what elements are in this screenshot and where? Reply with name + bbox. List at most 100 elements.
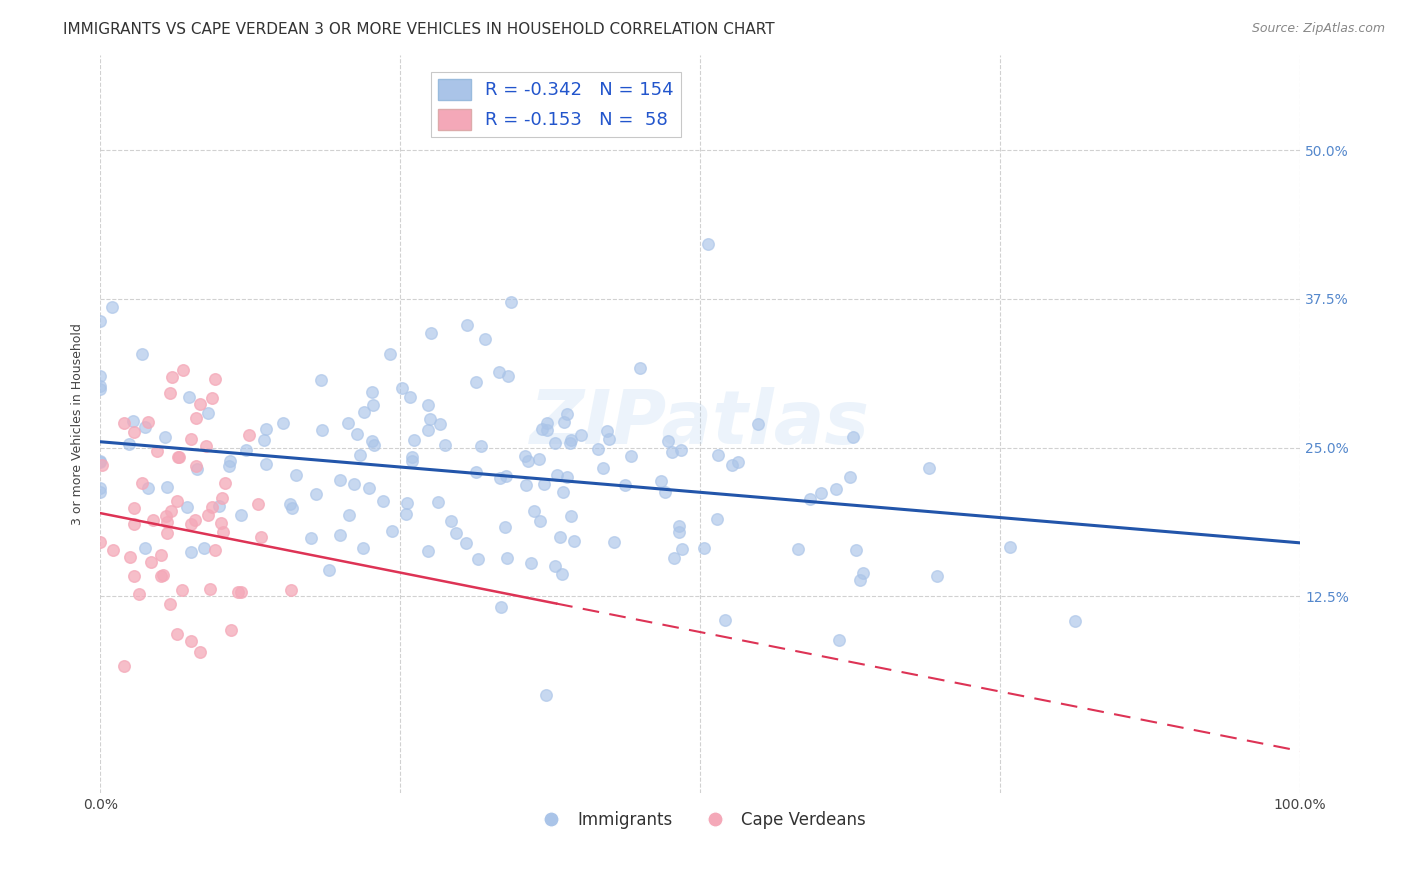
Point [197, 508, 219, 522]
Point [706, 512, 728, 526]
Point [136, 415, 159, 429]
Point [201, 391, 224, 405]
Point [162, 369, 184, 384]
Point [229, 508, 252, 523]
Point [603, 535, 626, 549]
Point [89, 454, 111, 468]
Point [160, 503, 183, 517]
Point [551, 484, 574, 499]
Point [395, 496, 418, 510]
Point [747, 417, 769, 432]
Point [598, 432, 620, 446]
Point [786, 542, 808, 557]
Point [122, 517, 145, 532]
Point [531, 421, 554, 435]
Point [489, 471, 512, 485]
Point [416, 543, 439, 558]
Point [200, 582, 222, 596]
Point [349, 448, 371, 462]
Point [329, 528, 352, 542]
Point [337, 508, 360, 523]
Point [218, 458, 240, 473]
Point [555, 407, 578, 421]
Point [555, 469, 578, 483]
Point [254, 457, 277, 471]
Point [118, 549, 141, 564]
Point [925, 569, 948, 583]
Point [89, 379, 111, 393]
Point [360, 385, 382, 400]
Point [152, 568, 174, 582]
Point [159, 385, 181, 400]
Point [184, 459, 207, 474]
Point [614, 477, 637, 491]
Point [842, 430, 865, 444]
Point [145, 444, 167, 458]
Text: Source: ZipAtlas.com: Source: ZipAtlas.com [1251, 22, 1385, 36]
Point [318, 563, 340, 577]
Point [401, 450, 423, 465]
Point [329, 473, 352, 487]
Point [155, 508, 177, 523]
Point [838, 470, 860, 484]
Point [346, 426, 368, 441]
Point [134, 541, 156, 556]
Point [515, 449, 537, 463]
Point [470, 439, 492, 453]
Point [536, 423, 558, 437]
Point [496, 550, 519, 565]
Point [825, 482, 848, 496]
Point [845, 542, 868, 557]
Point [159, 597, 181, 611]
Point [128, 586, 150, 600]
Point [495, 469, 517, 483]
Point [657, 434, 679, 449]
Point [101, 300, 124, 314]
Point [523, 504, 546, 518]
Point [112, 658, 135, 673]
Point [285, 468, 308, 483]
Point [434, 438, 457, 452]
Point [586, 442, 609, 456]
Point [918, 461, 941, 475]
Point [211, 525, 233, 540]
Point [416, 423, 439, 437]
Point [562, 534, 585, 549]
Point [156, 515, 179, 529]
Point [89, 481, 111, 495]
Point [101, 542, 124, 557]
Point [131, 346, 153, 360]
Point [1064, 614, 1087, 628]
Point [488, 365, 510, 379]
Point [517, 454, 540, 468]
Point [592, 461, 614, 475]
Legend: Immigrants, Cape Verdeans: Immigrants, Cape Verdeans [527, 805, 873, 836]
Point [166, 494, 188, 508]
Point [193, 541, 215, 555]
Point [654, 485, 676, 500]
Point [280, 583, 302, 598]
Point [89, 454, 111, 468]
Point [131, 475, 153, 490]
Point [155, 429, 177, 443]
Point [91, 458, 114, 473]
Point [172, 582, 194, 597]
Point [499, 294, 522, 309]
Point [250, 530, 273, 544]
Point [197, 406, 219, 420]
Point [551, 567, 574, 582]
Point [172, 363, 194, 377]
Point [391, 381, 413, 395]
Point [278, 497, 301, 511]
Point [209, 516, 232, 530]
Point [180, 517, 202, 532]
Point [373, 493, 395, 508]
Point [235, 442, 257, 457]
Point [246, 497, 269, 511]
Point [89, 369, 111, 384]
Point [352, 541, 374, 556]
Point [553, 415, 575, 429]
Point [707, 448, 730, 462]
Point [184, 410, 207, 425]
Point [671, 542, 693, 557]
